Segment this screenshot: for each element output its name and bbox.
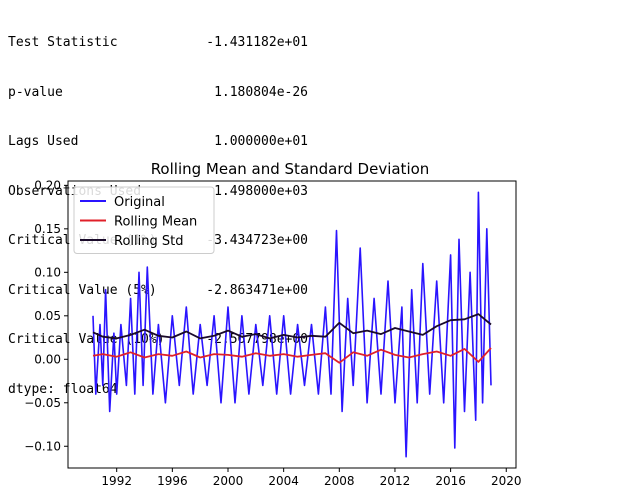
series-line-rolling-mean: [92, 347, 492, 364]
stat-row: Critical Value (5%) -2.863471e+00: [8, 283, 308, 300]
stat-dtype: dtype: float64: [8, 382, 308, 399]
y-tick-label: 0.15: [34, 222, 61, 236]
stat-row: Test Statistic -1.431182e+01: [8, 35, 308, 52]
y-tick-label: 0.00: [34, 352, 61, 366]
stat-key: Lags Used: [8, 134, 79, 149]
stat-row: p-value 1.180804e-26: [8, 85, 308, 102]
stat-key: Test Statistic: [8, 35, 118, 50]
x-tick-label: 2012: [380, 474, 411, 488]
stat-value: -2.863471e+00: [206, 282, 308, 298]
stat-value: -3.434723e+00: [206, 233, 308, 248]
stat-key: p-value: [8, 84, 63, 100]
stat-value: 1.498000e+03: [214, 183, 308, 199]
stat-value: 1.180804e-26: [214, 84, 308, 100]
legend-box: [73, 186, 215, 254]
legend-label: Rolling Std: [114, 234, 183, 249]
legend: Original Rolling Mean Rolling Std: [73, 186, 215, 254]
y-tick-label: 0.10: [34, 265, 61, 279]
plot-marks: [92, 191, 492, 458]
chart-title: Rolling Mean and Standard Deviation: [151, 160, 430, 178]
stat-value: -1.431182e+01: [206, 35, 308, 50]
x-tick-label: 2016: [435, 474, 466, 488]
series-line-rolling-std: [92, 313, 492, 340]
rolling-stats-chart: Rolling Mean and Standard Deviation 1992…: [24, 160, 521, 488]
y-tick-label: −0.10: [24, 439, 61, 453]
y-tick-label: 0.05: [34, 309, 61, 323]
stat-key: Critical Value (5%): [8, 282, 157, 298]
y-tick-label: 0.20: [34, 178, 61, 192]
x-tick-label: 1992: [101, 474, 132, 488]
legend-label: Original: [114, 195, 165, 210]
stat-row: Lags Used 1.000000e+01: [8, 134, 308, 151]
x-tick-label: 2000: [213, 474, 244, 488]
x-tick-label: 2020: [491, 474, 522, 488]
x-tick-label: 2004: [268, 474, 299, 488]
stat-value: 1.000000e+01: [214, 134, 308, 149]
legend-label: Rolling Mean: [114, 215, 197, 230]
y-tick-label: −0.05: [24, 396, 61, 410]
x-tick-label: 1996: [157, 474, 188, 488]
plot-frame: [67, 180, 517, 469]
x-tick-label: 2008: [324, 474, 355, 488]
dtype-label: dtype: float64: [8, 381, 118, 397]
axes: 1992 1996 2000 2004 2008 2012 2016 2020 −0.10 −0.…: [24, 178, 521, 488]
